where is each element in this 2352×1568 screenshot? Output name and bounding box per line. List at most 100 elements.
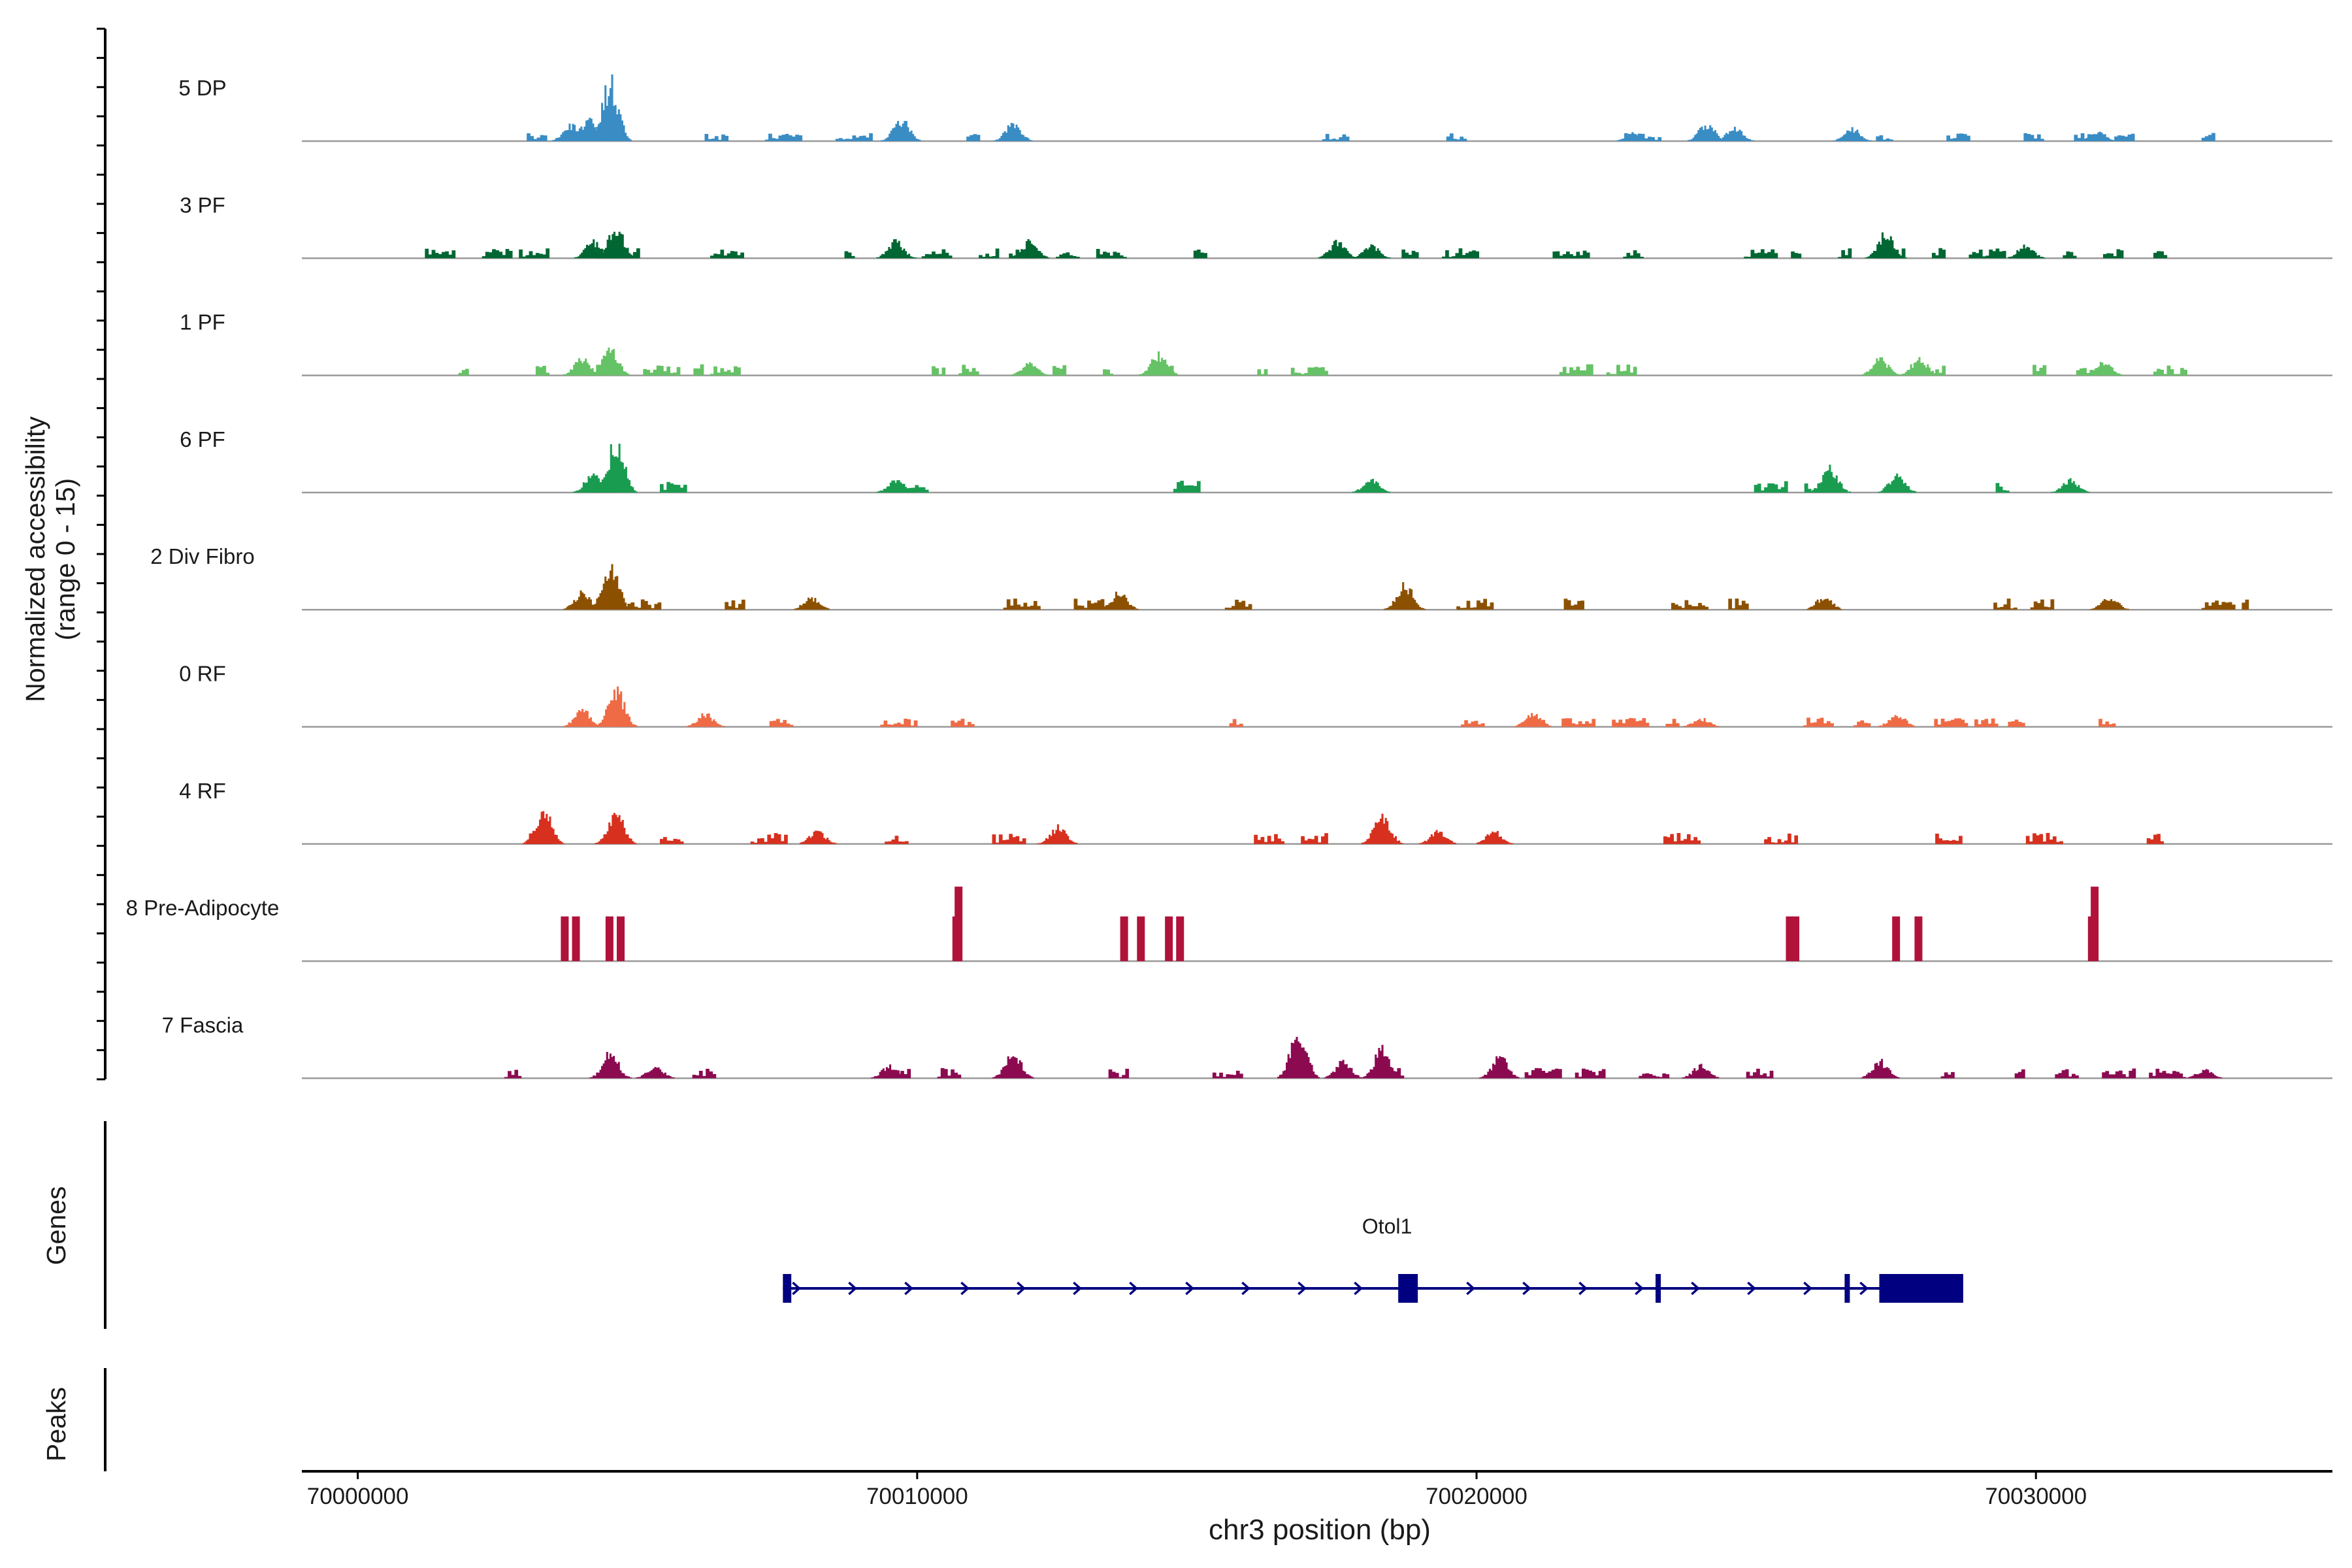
coverage-peak bbox=[617, 686, 619, 727]
coverage-peak bbox=[1019, 370, 1021, 376]
coverage-bar bbox=[572, 916, 580, 962]
coverage-bar bbox=[888, 841, 892, 844]
coverage-peak bbox=[2098, 367, 2100, 376]
coverage-peak bbox=[906, 488, 909, 493]
coverage-peak bbox=[577, 131, 580, 141]
coverage-peak bbox=[671, 1077, 674, 1079]
coverage-peak bbox=[559, 840, 561, 844]
coverage-peak bbox=[1390, 606, 1393, 610]
coverage-peak bbox=[2087, 138, 2090, 141]
coverage-bar bbox=[1771, 842, 1775, 844]
coverage-bar bbox=[2160, 369, 2164, 376]
coverage-peak bbox=[585, 597, 587, 610]
coverage-bar bbox=[1066, 252, 1070, 259]
coverage-peak bbox=[2033, 250, 2036, 259]
coverage-bar bbox=[1746, 1071, 1750, 1079]
coverage-peak bbox=[806, 601, 808, 610]
coverage-bar bbox=[2036, 371, 2040, 376]
coverage-peak bbox=[1864, 1075, 1867, 1079]
coverage-bar bbox=[1857, 721, 1861, 727]
coverage-bar bbox=[644, 600, 648, 610]
coverage-bar bbox=[1177, 482, 1181, 493]
coverage-peak bbox=[1700, 1064, 1703, 1079]
coverage-peak bbox=[1176, 374, 1179, 376]
coverage-peak bbox=[1891, 240, 1894, 259]
coverage-peak bbox=[614, 576, 617, 610]
coverage-bar bbox=[666, 482, 670, 493]
coverage-peak bbox=[1830, 600, 1833, 610]
coverage-bar bbox=[1248, 604, 1252, 610]
coverage-peak bbox=[649, 1071, 651, 1079]
coverage-bar bbox=[1989, 249, 1993, 259]
coverage-peak bbox=[828, 840, 830, 844]
coverage-bar bbox=[1612, 374, 1617, 376]
coverage-peak bbox=[1024, 367, 1026, 376]
coverage-bar bbox=[955, 887, 963, 962]
coverage-peak bbox=[689, 725, 692, 727]
coverage-peak bbox=[1032, 1077, 1035, 1079]
coverage-peak bbox=[1354, 1074, 1356, 1079]
coverage-bar bbox=[2153, 834, 2157, 844]
coverage-peak bbox=[1388, 606, 1391, 610]
coverage-peak bbox=[906, 254, 909, 259]
coverage-peak bbox=[547, 821, 549, 844]
coverage-peak bbox=[1547, 725, 1550, 727]
track-label: 1 PF bbox=[180, 310, 225, 335]
coverage-peak bbox=[1821, 600, 1824, 610]
coverage-peak bbox=[2029, 250, 2032, 259]
coverage-bar bbox=[1791, 916, 1800, 962]
coverage-peak bbox=[1161, 357, 1164, 376]
coverage-bar bbox=[1235, 1070, 1240, 1079]
coverage-peak bbox=[1815, 601, 1818, 610]
coverage-peak bbox=[1933, 373, 1936, 376]
coverage-bar bbox=[2153, 371, 2157, 376]
coverage-bar bbox=[2106, 253, 2110, 259]
coverage-peak bbox=[1058, 830, 1061, 844]
coverage-bar bbox=[1984, 719, 1989, 727]
coverage-bar bbox=[1556, 251, 1560, 259]
coverage-peak bbox=[2108, 600, 2111, 610]
coverage-peak bbox=[1325, 1076, 1328, 1079]
coverage-peak bbox=[1541, 721, 1543, 727]
coverage-peak bbox=[826, 838, 829, 844]
coverage-peak bbox=[1897, 374, 1900, 376]
strand-arrow bbox=[1803, 1281, 1812, 1296]
coverage-bar bbox=[947, 1075, 951, 1079]
coverage-bar bbox=[1940, 1076, 1945, 1079]
coverage-peak bbox=[2122, 606, 2125, 610]
coverage-peak bbox=[1015, 124, 1018, 141]
coverage-bar bbox=[1667, 837, 1671, 844]
coverage-peak bbox=[1881, 1058, 1884, 1079]
coverage-peak bbox=[1714, 1075, 1716, 1079]
coverage-bar bbox=[673, 372, 678, 376]
coverage-bar bbox=[1469, 251, 1473, 259]
coverage-peak bbox=[1284, 1070, 1286, 1079]
coverage-peak bbox=[573, 600, 576, 610]
coverage-peak bbox=[561, 841, 563, 844]
coverage-bar bbox=[1408, 254, 1413, 259]
coverage-bar bbox=[921, 487, 926, 493]
coverage-peak bbox=[890, 1070, 893, 1079]
coverage-bar bbox=[1767, 483, 1771, 493]
coverage-bar bbox=[1804, 483, 1808, 493]
coverage-bar bbox=[529, 251, 533, 259]
strand-arrow bbox=[1354, 1281, 1363, 1296]
coverage-peak bbox=[1488, 835, 1491, 844]
coverage-peak bbox=[1492, 831, 1494, 844]
coverage-peak bbox=[1913, 363, 1916, 376]
coverage-peak bbox=[1900, 374, 1903, 376]
coverage-peak bbox=[1880, 244, 1882, 259]
coverage-peak bbox=[604, 1060, 607, 1079]
coverage-bar bbox=[542, 365, 546, 376]
coverage-peak bbox=[604, 355, 607, 376]
coverage-peak bbox=[1342, 1060, 1345, 1079]
coverage-bar bbox=[2065, 1069, 2069, 1079]
coverage-peak bbox=[1841, 137, 1844, 141]
coverage-peak bbox=[635, 843, 638, 844]
coverage-peak bbox=[1004, 131, 1006, 141]
coverage-peak bbox=[1894, 372, 1897, 376]
coverage-bar bbox=[1569, 367, 1573, 376]
coverage-bar bbox=[770, 838, 775, 844]
coverage-peak bbox=[1356, 1075, 1358, 1079]
coverage-bar bbox=[1690, 840, 1694, 844]
